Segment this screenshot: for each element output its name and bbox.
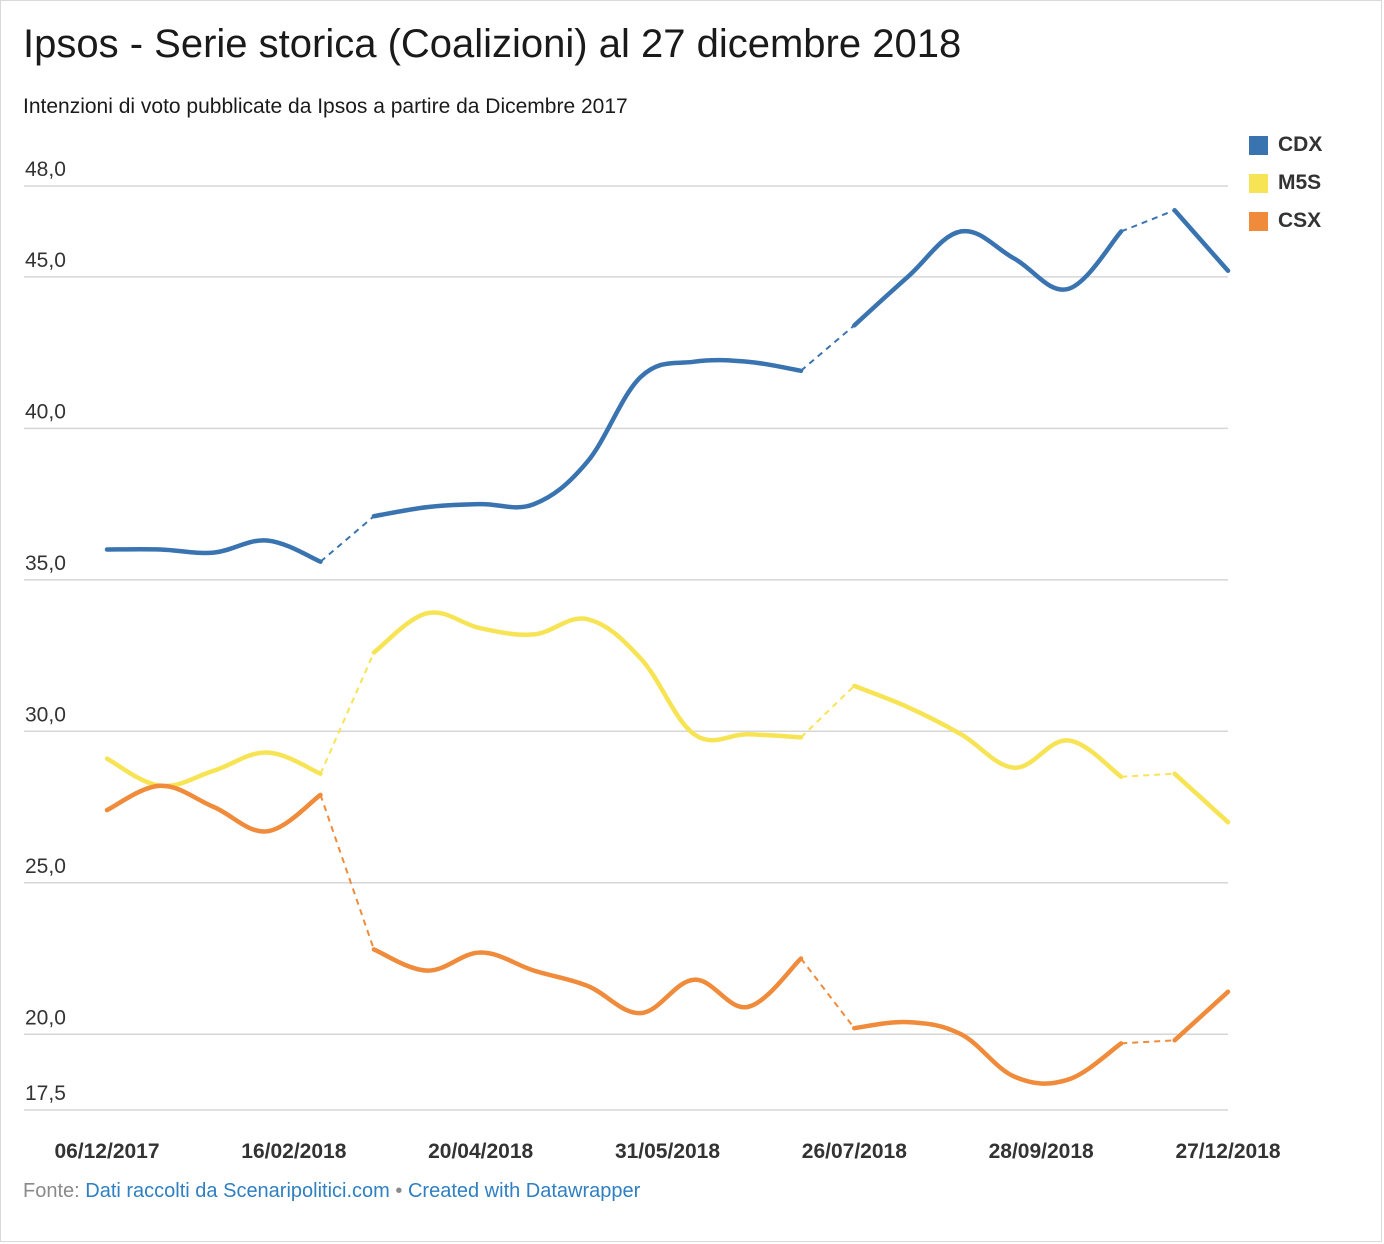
footer-source-label: Fonte: [23,1180,80,1202]
legend-label-cdx: CDX [1278,133,1323,156]
series-cdx-gap-segment [800,324,855,372]
legend-swatch-cdx [1249,135,1268,155]
y-tick-label: 40,0 [25,400,66,423]
legend-item-m5s: M5S [1249,164,1322,202]
y-tick-label: 17,5 [25,1082,66,1105]
series-cdx-line [1172,207,1231,274]
x-axis-labels: 06/12/2017 16/02/2018 20/04/2018 31/05/2018… [54,1140,1280,1163]
series-csx-gap-segment [1121,1039,1175,1045]
y-tick-label: 35,0 [25,552,66,575]
y-tick-label: 20,0 [25,1006,66,1029]
x-tick-label: 16/02/2018 [241,1140,346,1163]
series-csx-gap-segment [800,957,856,1029]
y-axis-labels: 48,0 45,0 40,0 35,0 30,0 25,0 20,0 17,5 [25,158,66,1105]
x-tick-label: 26/07/2018 [802,1140,907,1163]
footer-separator: • [395,1180,403,1202]
series-csx-line [371,947,804,1016]
series-m5s-gap-segment [319,652,375,775]
series-cdx-gap-segment [1120,209,1175,233]
series-cdx-line [852,228,1124,328]
series-csx-gap-segment [319,794,375,950]
series-m5s-line [104,750,323,789]
x-tick-label: 06/12/2017 [54,1140,159,1163]
series-csx-line [104,783,323,834]
y-tick-label: 30,0 [25,703,66,726]
legend-swatch-csx [1249,211,1268,231]
y-tick-label: 48,0 [25,158,66,181]
series-m5s-gap-segment [800,685,856,739]
footer: Fonte: Dati raccolti da Scenaripolitici.… [23,1180,640,1203]
chart-subtitle: Intenzioni di voto pubblicate da Ipsos a… [23,95,628,118]
series-m5s-line [852,683,1124,780]
series-csx-line [852,1019,1124,1086]
datawrapper-link[interactable]: Created with Datawrapper [407,1180,641,1202]
legend: CDX M5S CSX [1249,126,1322,240]
y-tick-label: 45,0 [25,249,66,272]
legend-label-m5s: M5S [1278,171,1322,194]
legend-item-csx: CSX [1249,202,1322,240]
series-cdx-line [371,357,804,519]
legend-label-csx: CSX [1278,209,1322,232]
series-lines [104,207,1231,1086]
source-link[interactable]: Dati raccolti da Scenaripolitici.com [85,1180,390,1202]
series-cdx-line [104,538,323,564]
x-tick-label: 28/09/2018 [989,1140,1094,1163]
y-tick-label: 25,0 [25,855,66,878]
series-cdx-gap-segment [319,515,375,563]
y-gridlines [24,185,1228,1111]
series-m5s-line [1172,771,1231,825]
x-tick-label: 20/04/2018 [428,1140,533,1163]
series-m5s-line [371,610,804,743]
chart-title: Ipsos - Serie storica (Coalizioni) al 27… [23,22,962,66]
series-m5s-gap-segment [1121,772,1175,778]
series-csx-line [1172,989,1231,1043]
legend-item-cdx: CDX [1249,126,1322,164]
x-tick-label: 31/05/2018 [615,1140,720,1163]
x-tick-label: 27/12/2018 [1175,1140,1280,1163]
legend-swatch-m5s [1249,173,1268,193]
